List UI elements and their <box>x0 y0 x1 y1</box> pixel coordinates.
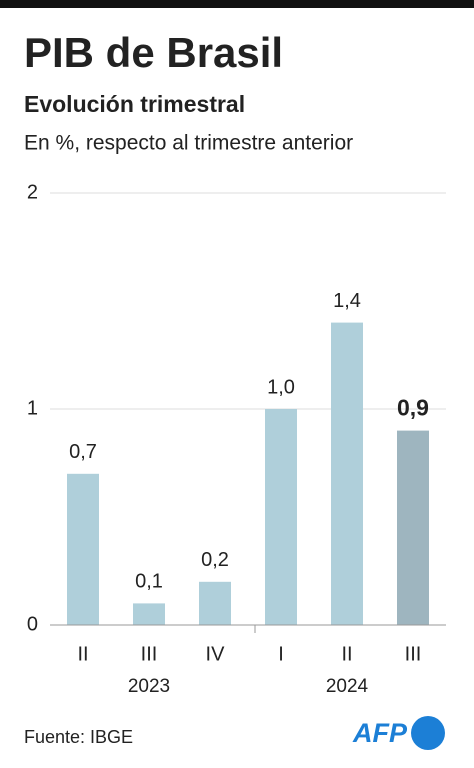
y-tick-label: 1 <box>27 397 38 419</box>
bar <box>397 430 429 625</box>
value-label: 0,2 <box>201 549 229 571</box>
bar <box>199 581 231 625</box>
y-axis-label: En %, respecto al trimestre anterior <box>24 132 353 155</box>
x-tick-label: II <box>341 643 352 665</box>
value-label: 1,4 <box>333 290 361 312</box>
chart-title: PIB de Brasil <box>24 29 283 76</box>
x-tick-label: IV <box>206 643 226 665</box>
bar <box>67 473 99 625</box>
logo-circle <box>411 716 445 750</box>
value-label: 1,0 <box>267 376 295 398</box>
x-tick-label: III <box>141 643 158 665</box>
logo: AFP <box>352 718 408 748</box>
chart-subtitle: Evolución trimestral <box>24 91 245 117</box>
x-group-label: 2023 <box>128 676 170 697</box>
bar <box>265 409 297 625</box>
x-tick-label: III <box>405 643 422 665</box>
bar <box>133 603 165 625</box>
top-bar <box>0 0 474 8</box>
source: Fuente: IBGE <box>24 727 133 747</box>
value-label: 0,9 <box>397 395 429 421</box>
y-tick-label: 0 <box>27 613 38 635</box>
value-label: 0,1 <box>135 571 163 593</box>
bar <box>331 322 363 625</box>
value-label: 0,7 <box>69 441 97 463</box>
y-tick-label: 2 <box>27 181 38 203</box>
x-tick-label: II <box>77 643 88 665</box>
x-tick-label: I <box>278 643 284 665</box>
x-group-label: 2024 <box>326 676 369 697</box>
